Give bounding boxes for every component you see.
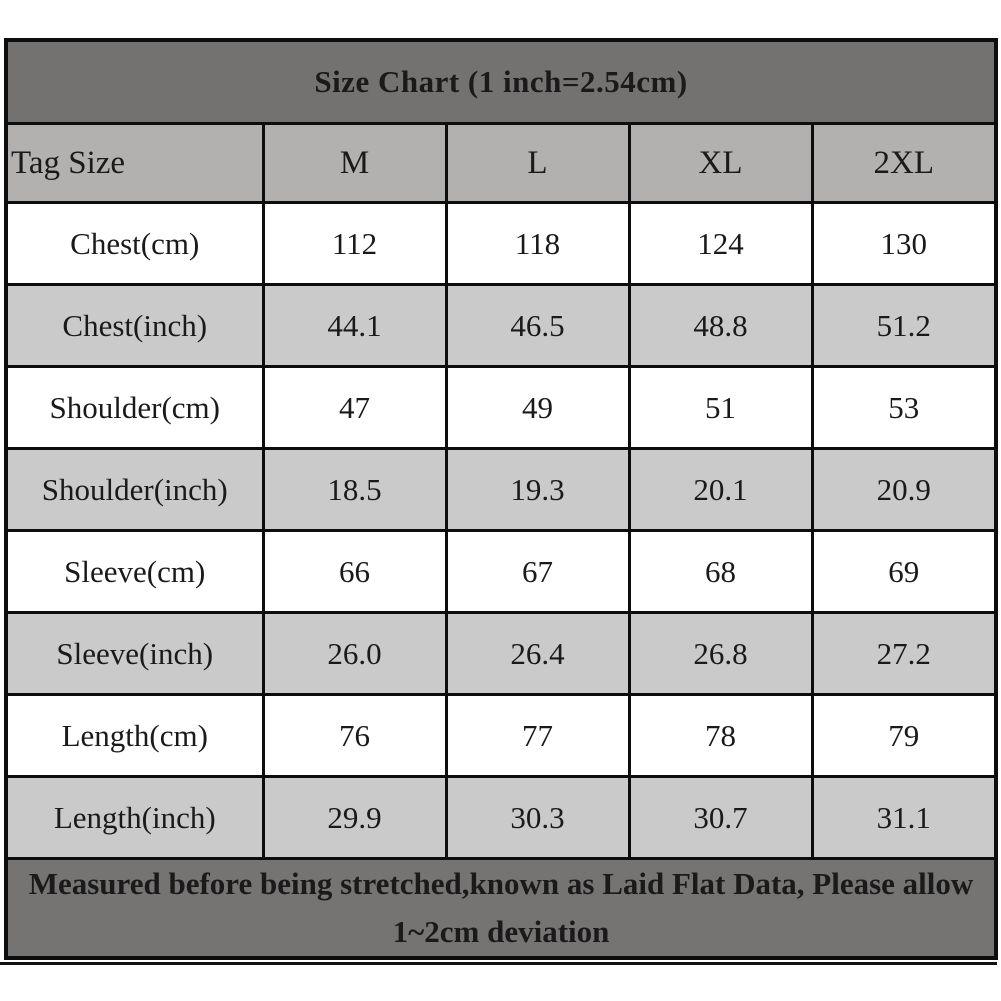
column-header-m: M: [261, 122, 448, 204]
cell-value: 26.4: [444, 611, 631, 696]
measurement-note-text: Measured before being stretched,known as…: [28, 866, 974, 950]
row-label: Shoulder(inch): [4, 447, 265, 532]
table-row-shoulder-cm: Shoulder(cm) 47 49 51 53: [4, 365, 998, 450]
row-label: Sleeve(inch): [4, 611, 265, 696]
cell-value: 77: [444, 693, 631, 778]
cell-value: 27.2: [810, 611, 998, 696]
cell-value: 112: [261, 201, 448, 286]
row-label: Length(inch): [4, 775, 265, 860]
cell-value: 76: [261, 693, 448, 778]
table-row-chest-inch: Chest(inch) 44.1 46.5 48.8 51.2: [4, 283, 998, 368]
footer-row: Measured before being stretched,known as…: [4, 857, 998, 960]
cell-value: 79: [810, 693, 998, 778]
cell-value: 44.1: [261, 283, 448, 368]
row-label: Sleeve(cm): [4, 529, 265, 614]
cell-value: 69: [810, 529, 998, 614]
header-row: Tag Size M L XL 2XL: [4, 122, 998, 204]
table-row-sleeve-inch: Sleeve(inch) 26.0 26.4 26.8 27.2: [4, 611, 998, 696]
column-header-xl: XL: [627, 122, 814, 204]
cell-value: 46.5: [444, 283, 631, 368]
title-row: Size Chart (1 inch=2.54cm): [4, 38, 998, 125]
cell-value: 26.0: [261, 611, 448, 696]
cell-value: 20.1: [627, 447, 814, 532]
row-label: Chest(cm): [4, 201, 265, 286]
cell-value: 19.3: [444, 447, 631, 532]
cell-value: 67: [444, 529, 631, 614]
column-header-2xl: 2XL: [810, 122, 998, 204]
size-chart: Size Chart (1 inch=2.54cm) Tag Size M L …: [4, 38, 998, 961]
row-label: Shoulder(cm): [4, 365, 265, 450]
cell-value: 51.2: [810, 283, 998, 368]
size-chart-table: Size Chart (1 inch=2.54cm) Tag Size M L …: [4, 38, 998, 961]
cell-value: 26.8: [627, 611, 814, 696]
cell-value: 29.9: [261, 775, 448, 860]
cell-value: 78: [627, 693, 814, 778]
cell-value: 48.8: [627, 283, 814, 368]
cell-value: 49: [444, 365, 631, 450]
table-row-shoulder-inch: Shoulder(inch) 18.5 19.3 20.1 20.9: [4, 447, 998, 532]
measurement-note: Measured before being stretched,known as…: [4, 857, 998, 960]
cell-value: 118: [444, 201, 631, 286]
size-chart-title: Size Chart (1 inch=2.54cm): [4, 38, 998, 125]
cell-value: 20.9: [810, 447, 998, 532]
column-header-tag-size: Tag Size: [4, 122, 265, 204]
cell-value: 31.1: [810, 775, 998, 860]
cell-value: 124: [627, 201, 814, 286]
cell-value: 66: [261, 529, 448, 614]
cell-value: 30.3: [444, 775, 631, 860]
table-row-length-inch: Length(inch) 29.9 30.3 30.7 31.1: [4, 775, 998, 860]
bottom-divider-line: [0, 962, 997, 965]
cell-value: 47: [261, 365, 448, 450]
cell-value: 53: [810, 365, 998, 450]
cell-value: 130: [810, 201, 998, 286]
cell-value: 18.5: [261, 447, 448, 532]
cell-value: 51: [627, 365, 814, 450]
cell-value: 30.7: [627, 775, 814, 860]
row-label: Chest(inch): [4, 283, 265, 368]
column-header-l: L: [444, 122, 631, 204]
table-row-sleeve-cm: Sleeve(cm) 66 67 68 69: [4, 529, 998, 614]
cell-value: 68: [627, 529, 814, 614]
table-row-chest-cm: Chest(cm) 112 118 124 130: [4, 201, 998, 286]
row-label: Length(cm): [4, 693, 265, 778]
table-row-length-cm: Length(cm) 76 77 78 79: [4, 693, 998, 778]
